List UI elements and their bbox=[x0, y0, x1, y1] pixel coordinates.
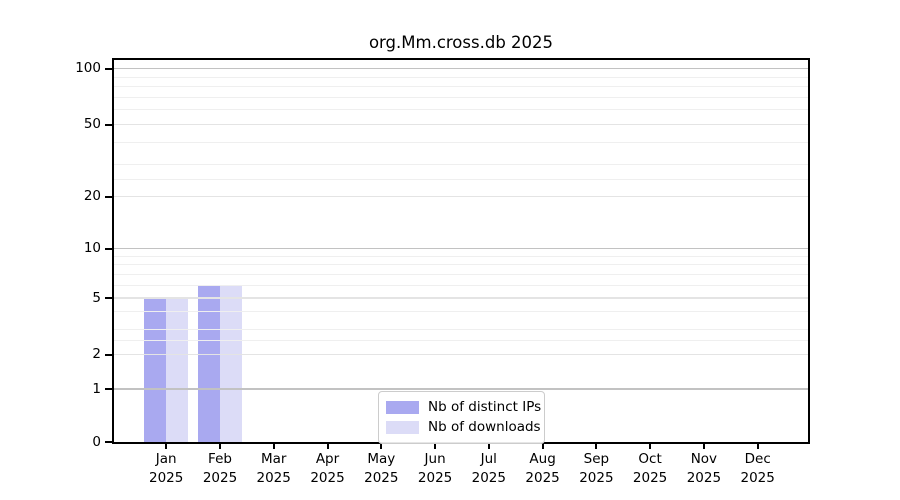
gridline-y-50 bbox=[114, 123, 808, 126]
x-tick-feb bbox=[219, 442, 221, 449]
legend-item-distinct-ips: Nb of distinct IPs bbox=[379, 397, 544, 417]
y-tick-1 bbox=[105, 388, 112, 390]
x-tick-apr bbox=[326, 442, 329, 449]
y-tick-label-100: 100 bbox=[75, 60, 101, 76]
y-tick-50 bbox=[105, 123, 112, 126]
legend-label-downloads: Nb of downloads bbox=[428, 419, 541, 435]
bar-jan-distinct-ips bbox=[144, 298, 167, 442]
gridline-y-30 bbox=[114, 164, 808, 166]
legend-swatch-distinct-ips bbox=[386, 400, 419, 414]
legend-item-downloads: Nb of downloads bbox=[379, 417, 544, 437]
gridline-y-100 bbox=[114, 67, 808, 70]
x-tick-sep bbox=[595, 442, 598, 449]
x-tick-may bbox=[380, 442, 383, 449]
gridline-y-9 bbox=[114, 255, 808, 257]
gridline-y-7 bbox=[114, 273, 808, 275]
gridline-y-2.5 bbox=[114, 340, 808, 342]
x-tick-label-jun: Jun 2025 bbox=[417, 451, 453, 486]
y-tick-10 bbox=[105, 247, 112, 250]
x-tick-label-mar: Mar 2025 bbox=[256, 451, 291, 486]
y-tick-0 bbox=[105, 441, 112, 443]
x-tick-aug bbox=[541, 442, 544, 449]
x-tick-label-sep: Sep 2025 bbox=[579, 451, 614, 486]
gridline-y-10 bbox=[114, 247, 808, 250]
gridline-y-6 bbox=[114, 284, 808, 286]
legend-label-distinct-ips: Nb of distinct IPs bbox=[428, 399, 542, 415]
x-tick-label-oct: Oct 2025 bbox=[632, 451, 668, 486]
gridline-y-90 bbox=[114, 76, 808, 78]
gridline-y-4 bbox=[114, 311, 808, 313]
y-tick-100 bbox=[105, 67, 112, 70]
x-tick-jul bbox=[487, 442, 490, 449]
gridline-y-80 bbox=[114, 86, 808, 87]
bar-feb-distinct-ips bbox=[197, 285, 220, 442]
legend: Nb of distinct IPs Nb of downloads bbox=[378, 391, 545, 444]
x-tick-label-jul: Jul 2025 bbox=[471, 451, 506, 486]
x-tick-label-dec: Dec 2025 bbox=[740, 451, 775, 486]
x-tick-label-jan: Jan 2025 bbox=[149, 451, 184, 486]
gridline-y-70 bbox=[114, 96, 808, 98]
y-tick-20 bbox=[105, 195, 112, 198]
x-tick-dec bbox=[756, 442, 759, 449]
gridline-y-1 bbox=[114, 388, 808, 390]
bar-feb-downloads bbox=[219, 285, 242, 442]
gridline-y-20 bbox=[114, 195, 808, 198]
y-tick-label-10: 10 bbox=[83, 240, 101, 256]
chart-title: org.Mm.cross.db 2025 bbox=[368, 33, 554, 52]
plot-area bbox=[112, 58, 810, 444]
x-tick-nov bbox=[702, 442, 705, 449]
gridline-y-3 bbox=[114, 329, 808, 330]
y-tick-label-50: 50 bbox=[83, 116, 101, 132]
gridline-y-60 bbox=[114, 109, 808, 111]
x-tick-label-feb: Feb 2025 bbox=[202, 451, 238, 486]
x-tick-mar bbox=[272, 442, 275, 449]
y-tick-label-2: 2 bbox=[92, 346, 101, 362]
y-tick-label-1: 1 bbox=[92, 380, 101, 397]
gridline-y-25 bbox=[114, 178, 808, 180]
x-tick-jun bbox=[434, 442, 437, 449]
y-tick-label-5: 5 bbox=[92, 289, 101, 306]
gridline-y-2 bbox=[114, 353, 808, 356]
y-tick-2 bbox=[105, 353, 112, 356]
y-tick-5 bbox=[105, 297, 112, 299]
gridline-y-5 bbox=[114, 297, 808, 299]
x-tick-oct bbox=[649, 442, 652, 449]
x-tick-label-may: May 2025 bbox=[364, 451, 399, 486]
gridline-y-8 bbox=[114, 263, 808, 265]
y-tick-label-20: 20 bbox=[83, 188, 101, 204]
legend-swatch-downloads bbox=[386, 420, 419, 434]
x-tick-label-nov: Nov 2025 bbox=[686, 451, 722, 486]
x-tick-jan bbox=[165, 442, 168, 449]
bar-jan-downloads bbox=[166, 298, 189, 442]
x-tick-label-apr: Apr 2025 bbox=[310, 451, 345, 486]
x-tick-label-aug: Aug 2025 bbox=[525, 451, 560, 486]
y-tick-label-0: 0 bbox=[92, 433, 101, 450]
gridline-y-40 bbox=[114, 141, 808, 143]
